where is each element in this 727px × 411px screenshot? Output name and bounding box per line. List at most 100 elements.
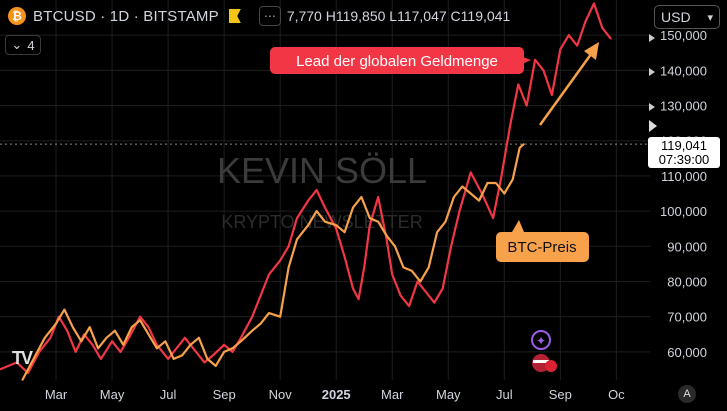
x-tick-label: Sep xyxy=(213,387,236,402)
btc-price-point xyxy=(369,217,371,219)
money-supply-point xyxy=(408,305,410,307)
money-supply-point xyxy=(240,337,242,339)
chevron-down-icon: ▾ xyxy=(707,11,713,24)
btc-price-point xyxy=(55,322,57,325)
btc-price-point xyxy=(172,358,175,360)
y-tick-label: 130,000 xyxy=(660,99,707,114)
auto-scale-button[interactable]: A xyxy=(678,385,696,403)
money-supply-point xyxy=(66,329,68,332)
x-tick-label: Mar xyxy=(45,387,68,402)
money-supply-point xyxy=(195,351,197,353)
money-supply-point xyxy=(343,256,346,258)
chart-icons[interactable]: ✦ xyxy=(531,330,557,372)
btc-price-point xyxy=(436,231,438,233)
btc-price-point xyxy=(88,326,91,329)
indicator-toggle-button[interactable]: ⌄ 4 xyxy=(5,35,41,55)
tradingview-logo-icon[interactable]: TV xyxy=(12,348,33,368)
money-supply-point xyxy=(184,337,186,339)
money-supply-point xyxy=(525,104,528,107)
red-label-text: Lead der globalen Geldmenge xyxy=(296,53,498,70)
btc-price-point xyxy=(453,196,455,198)
btc-price-point xyxy=(287,266,290,269)
btc-price-point xyxy=(122,344,125,346)
btc-price-point xyxy=(495,182,497,184)
btc-price-point xyxy=(206,358,209,360)
price-tag-countdown: 07:39:00 xyxy=(659,152,710,167)
symbol-header[interactable]: ₿ BTCUSD · 1D · BITSTAMP ⋯ 7,770 H119,85… xyxy=(0,0,650,32)
red-label[interactable]: Lead der globalen Geldmenge xyxy=(270,47,531,74)
symbol-title[interactable]: BTCUSD · 1D · BITSTAMP xyxy=(33,7,219,25)
btc-price-point xyxy=(343,231,346,233)
money-supply-point xyxy=(156,344,158,346)
money-supply-point xyxy=(377,196,380,198)
orange-label[interactable]: BTC-Preis xyxy=(496,220,589,262)
grid-lines xyxy=(0,0,650,380)
money-supply-point xyxy=(223,344,225,346)
btc-price-point xyxy=(21,379,24,381)
more-options-icon[interactable]: ⋯ xyxy=(258,6,281,26)
money-supply-point xyxy=(352,287,354,290)
btc-price-point xyxy=(402,266,405,269)
btc-price-point xyxy=(315,210,318,212)
orange-label-box xyxy=(496,232,589,262)
red-label-box xyxy=(270,47,524,74)
price-tag-box xyxy=(648,137,720,168)
btc-price-point xyxy=(63,308,66,311)
marker-150k-icon xyxy=(649,34,655,42)
btc-price-point xyxy=(105,337,108,339)
money-supply-point xyxy=(601,27,604,29)
money-supply-point xyxy=(268,273,270,276)
btc-price-point xyxy=(324,220,326,223)
btc-price-point xyxy=(259,322,262,325)
sparkle-icon-glyph: ✦ xyxy=(536,334,546,348)
money-supply-point xyxy=(369,224,371,226)
money-supply-point xyxy=(593,2,595,5)
btc-price-point xyxy=(114,329,116,332)
btc-price-point xyxy=(360,196,363,198)
currency-select[interactable]: USD ▾ xyxy=(654,5,720,29)
btc-price-point xyxy=(478,199,480,202)
y-axis[interactable]: 60,00070,00080,00090,000100,000110,00012… xyxy=(660,28,707,360)
money-supply-point xyxy=(167,358,169,360)
sparkle-icon[interactable] xyxy=(531,330,551,350)
btc-price-point xyxy=(156,347,158,350)
x-axis[interactable]: Mar May Jul Sep Nov 2025 Mar May Jul Sep Oc xyxy=(45,387,625,402)
money-supply-point xyxy=(279,259,282,262)
indicator-count: 4 xyxy=(27,37,35,53)
money-supply-point xyxy=(441,287,444,290)
y-tick-label: 110,000 xyxy=(661,169,707,184)
marker-130k-icon xyxy=(649,103,655,111)
us-flag-secondary-icon xyxy=(545,360,557,372)
money-supply-point xyxy=(259,294,262,297)
arrow-annotation[interactable] xyxy=(538,42,599,126)
right-arrow-markers xyxy=(649,34,657,132)
money-supply-point xyxy=(517,83,520,86)
money-supply-point xyxy=(568,34,570,36)
orange-label-tail xyxy=(512,220,524,232)
btc-price-point xyxy=(214,365,217,367)
money-supply-point xyxy=(399,294,402,297)
y-tick-label: 100,000 xyxy=(660,204,707,219)
money-supply-point xyxy=(15,361,18,364)
money-supply-point xyxy=(335,227,338,230)
y-tick-label: 80,000 xyxy=(667,274,707,289)
btc-price-point xyxy=(279,315,282,318)
btc-price-point xyxy=(377,220,380,223)
y-tick-label: 90,000 xyxy=(667,239,707,254)
money-supply-point xyxy=(559,48,562,51)
us-flag-stripes xyxy=(533,360,549,363)
money-supply-point xyxy=(100,358,102,360)
money-supply-point xyxy=(251,315,253,318)
x-tick-label: Nov xyxy=(269,387,293,402)
money-supply-point xyxy=(576,44,578,47)
btc-price-point xyxy=(419,280,422,283)
money-supply-point xyxy=(231,351,234,353)
flag-icon[interactable] xyxy=(228,9,241,23)
red-label-tail xyxy=(520,56,531,65)
btc-price-point xyxy=(80,340,83,343)
ohlc-values: 7,770 H119,850 L117,047 C119,041 xyxy=(286,8,511,24)
price-tag: 119,041 07:39:00 xyxy=(648,137,720,168)
btc-price-point xyxy=(97,347,99,350)
money-supply-point xyxy=(542,69,545,72)
